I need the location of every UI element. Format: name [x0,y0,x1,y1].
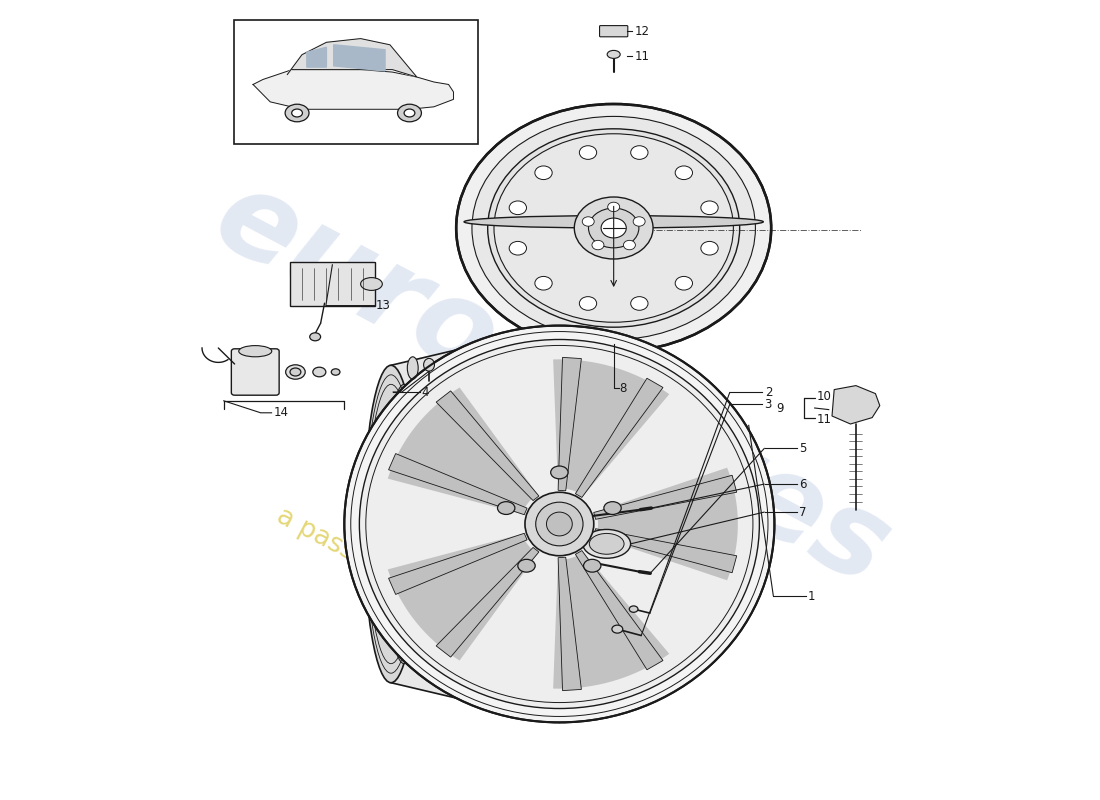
Circle shape [404,109,415,117]
Ellipse shape [574,197,653,259]
Polygon shape [558,558,582,690]
Ellipse shape [385,384,424,664]
Text: 7: 7 [800,506,807,518]
Ellipse shape [407,357,418,379]
Ellipse shape [580,297,596,310]
Text: eurospares: eurospares [196,158,909,610]
Ellipse shape [525,492,594,556]
Text: 11: 11 [817,413,832,426]
Circle shape [584,559,601,572]
Polygon shape [575,550,663,670]
Ellipse shape [464,215,763,228]
Polygon shape [437,391,539,501]
Ellipse shape [361,278,383,290]
Ellipse shape [509,242,527,255]
Circle shape [518,559,536,572]
Ellipse shape [344,326,774,722]
Ellipse shape [472,116,756,339]
Polygon shape [575,378,663,498]
Ellipse shape [630,297,648,310]
Ellipse shape [364,366,418,682]
Circle shape [331,369,340,375]
Ellipse shape [675,277,693,290]
Ellipse shape [624,240,636,250]
Ellipse shape [509,201,527,214]
Polygon shape [344,326,560,722]
Ellipse shape [580,146,596,159]
Ellipse shape [701,242,718,255]
Ellipse shape [494,134,734,322]
Circle shape [629,606,638,612]
Ellipse shape [701,201,718,214]
Text: 1: 1 [808,590,815,602]
Polygon shape [594,475,737,519]
Polygon shape [307,47,327,67]
Ellipse shape [535,166,552,179]
FancyBboxPatch shape [290,262,375,306]
Text: 2: 2 [764,386,772,398]
Circle shape [312,367,326,377]
Text: a passion for parts since 1985: a passion for parts since 1985 [272,503,636,713]
Circle shape [551,466,568,479]
Ellipse shape [547,512,572,536]
Ellipse shape [590,534,624,554]
Ellipse shape [535,277,552,290]
Text: 8: 8 [619,382,627,394]
Ellipse shape [536,502,583,546]
FancyBboxPatch shape [231,349,279,395]
Ellipse shape [588,208,639,248]
Text: 10: 10 [817,390,832,403]
Polygon shape [832,386,880,424]
Ellipse shape [607,50,620,58]
Text: 6: 6 [800,478,807,490]
Polygon shape [287,38,417,77]
Polygon shape [437,547,539,657]
Ellipse shape [607,202,619,212]
Ellipse shape [424,358,434,371]
Ellipse shape [634,217,645,226]
Circle shape [497,502,515,514]
Text: 9: 9 [777,402,784,414]
Ellipse shape [601,218,626,238]
Polygon shape [388,534,538,661]
Text: 13: 13 [376,299,390,312]
Ellipse shape [630,146,648,159]
Polygon shape [594,529,737,573]
Polygon shape [388,387,538,514]
Ellipse shape [487,129,739,327]
Text: 14: 14 [274,406,288,419]
Circle shape [286,365,305,379]
Circle shape [285,104,309,122]
Polygon shape [333,45,385,71]
Text: 5: 5 [800,442,806,454]
Ellipse shape [239,346,272,357]
Polygon shape [558,358,582,490]
Polygon shape [388,534,527,594]
FancyBboxPatch shape [233,20,477,144]
Circle shape [290,368,301,376]
Ellipse shape [582,217,594,226]
Polygon shape [253,70,453,110]
Text: 4: 4 [421,386,429,398]
Text: 12: 12 [635,25,649,38]
Circle shape [310,333,320,341]
Circle shape [292,109,302,117]
Circle shape [612,625,623,633]
Circle shape [604,502,622,514]
Ellipse shape [592,240,604,250]
Ellipse shape [456,104,771,352]
Ellipse shape [675,166,693,179]
Text: 3: 3 [764,398,772,410]
Polygon shape [596,468,738,580]
Text: 11: 11 [635,50,649,62]
FancyBboxPatch shape [600,26,628,37]
Circle shape [397,104,421,122]
Ellipse shape [360,339,759,709]
Polygon shape [553,552,669,689]
Polygon shape [553,359,669,496]
Ellipse shape [583,530,630,558]
Polygon shape [388,454,527,514]
